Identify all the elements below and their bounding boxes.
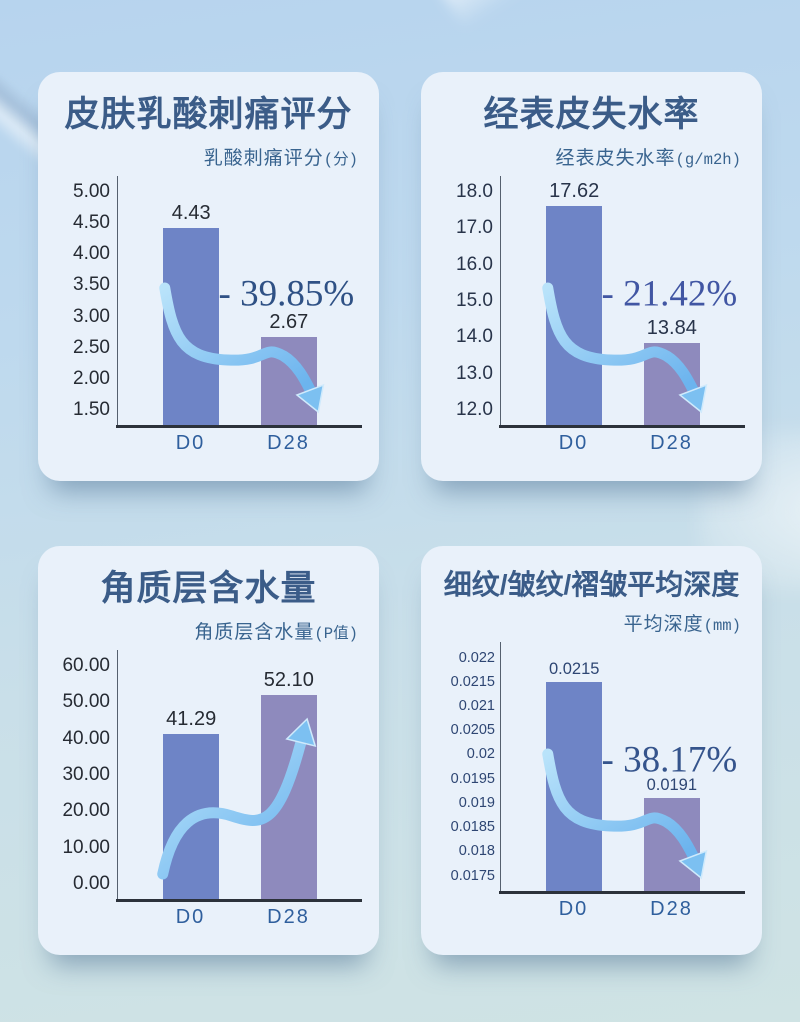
y-tick-label: 40.00 <box>62 727 110 749</box>
y-tick-label: 0.0185 <box>450 819 495 836</box>
x-axis-line <box>499 425 745 428</box>
y-tick-label: 12.0 <box>456 399 493 420</box>
trend-arrow-up-icon <box>118 717 317 902</box>
trend-arrow-down-icon <box>501 176 708 414</box>
x-tick-label: D28 <box>650 897 693 920</box>
y-tick-label: 0.022 <box>458 649 495 666</box>
y-tick-label: 0.0205 <box>450 722 495 739</box>
y-axis-label-text: 经表皮失水率 <box>555 148 676 169</box>
y-tick-label: 15.0 <box>456 290 493 311</box>
y-axis-ticks: 0.022 0.0215 0.021 0.0205 0.02 0.0195 0.019 0.0… <box>438 642 500 894</box>
x-tick-label: D28 <box>267 432 310 454</box>
bar-value-label: 13.84 <box>646 317 697 340</box>
bar-value-label: 52.10 <box>263 668 314 691</box>
y-axis-label-unit: (g/m2h) <box>675 151 741 169</box>
y-axis-label-unit: (分) <box>323 151 358 169</box>
y-tick-label: 4.50 <box>73 212 110 234</box>
y-tick-label: 16.0 <box>456 253 493 275</box>
bar-value-label: 4.43 <box>171 201 211 224</box>
y-tick-label: 3.50 <box>73 274 110 296</box>
y-tick-label: 0.018 <box>458 843 495 860</box>
x-axis-line <box>116 899 362 902</box>
y-axis-ticks: 60.00 50.00 40.00 30.00 20.00 10.00 0.00 <box>55 650 117 902</box>
y-axis-label-text: 角质层含水量 <box>194 622 315 643</box>
y-axis-label-unit: (mm) <box>703 616 741 635</box>
y-axis-ticks: 18.0 17.0 16.0 15.0 14.0 13.0 12.0 <box>438 176 500 428</box>
bar-value-label: 0.0191 <box>646 776 698 795</box>
y-tick-label: 10.00 <box>62 836 110 858</box>
plot-area: 17.62 13.84- 21.42% <box>499 176 745 428</box>
y-axis-label-text: 平均深度 <box>623 613 704 635</box>
panel-wrinkle-depth: 细纹/皱纹/褶皱平均深度 平均深度(mm) 0.022 0.0215 0.021 0.… <box>421 546 762 955</box>
background-light-streak <box>394 0 800 30</box>
y-tick-label: 0.0195 <box>450 770 495 787</box>
y-tick-label: 50.00 <box>62 691 110 713</box>
y-tick-label: 17.0 <box>456 217 493 239</box>
x-tick-label: D28 <box>650 432 693 454</box>
y-tick-label: 0.02 <box>466 746 495 763</box>
plot-area: 4.43 2.67- 39.85% <box>116 176 362 428</box>
y-tick-label: 3.00 <box>73 305 110 327</box>
trend-arrow-down-icon <box>501 642 708 879</box>
panel-stratum-corneum-hydration: 角质层含水量 角质层含水量(P值) 60.00 50.00 40.00 30.00 20… <box>38 546 379 955</box>
y-tick-label: 20.00 <box>62 800 110 822</box>
x-tick-label: D0 <box>558 432 589 454</box>
y-tick-label: 14.0 <box>456 326 493 348</box>
x-axis-line <box>499 891 745 894</box>
percent-change-label: - 38.17% <box>601 739 738 781</box>
bar-chart: 18.0 17.0 16.0 15.0 14.0 13.0 12.0 17.62 13.84-… <box>438 176 745 462</box>
plot-area: 0.0215 0.0191- 38.17% <box>499 641 745 894</box>
y-tick-label: 30.00 <box>62 764 110 785</box>
bar-chart: 0.022 0.0215 0.021 0.0205 0.02 0.0195 0.019 0.0… <box>438 641 745 928</box>
x-tick-label: D0 <box>175 432 206 454</box>
bar-value-label: 41.29 <box>166 707 217 730</box>
x-tick-label: D28 <box>267 906 310 928</box>
chart-y-axis-label: 平均深度(mm) <box>438 609 745 636</box>
y-tick-label: 1.50 <box>73 399 110 420</box>
y-axis-ticks: 5.00 4.50 4.00 3.50 3.00 2.50 2.00 1.50 <box>55 176 117 428</box>
y-tick-label: 18.0 <box>456 181 493 202</box>
percent-change-label: - 39.85% <box>218 273 355 315</box>
x-axis-labels: D0 D28 <box>117 906 362 934</box>
y-tick-label: 2.50 <box>73 336 110 358</box>
chart-y-axis-label: 乳酸刺痛评分(分) <box>55 143 362 170</box>
trend-arrow-down-icon <box>118 176 325 414</box>
y-axis-label-text: 乳酸刺痛评分 <box>203 148 324 169</box>
chart-y-axis-label: 角质层含水量(P值) <box>55 617 362 644</box>
plot-area: 41.29 52.10 <box>116 650 362 902</box>
bar-chart: 60.00 50.00 40.00 30.00 20.00 10.00 0.00 41.29… <box>55 650 362 936</box>
panel-lactic-sting-score: 皮肤乳酸刺痛评分 乳酸刺痛评分(分) 5.00 4.50 4.00 3.50 3.00 2… <box>38 72 379 481</box>
y-tick-label: 0.0175 <box>450 867 495 884</box>
x-tick-label: D0 <box>558 897 589 920</box>
y-tick-label: 0.0215 <box>450 673 495 690</box>
panel-title: 经表皮失水率 <box>483 95 700 134</box>
chart-y-axis-label: 经表皮失水率(g/m2h) <box>438 143 745 170</box>
y-tick-label: 0.019 <box>458 794 495 811</box>
percent-change-label: - 21.42% <box>601 273 738 315</box>
y-tick-label: 5.00 <box>73 181 110 202</box>
y-tick-label: 13.0 <box>456 362 493 384</box>
panel-title: 皮肤乳酸刺痛评分 <box>64 95 353 134</box>
y-tick-label: 2.00 <box>73 367 110 389</box>
y-tick-label: 4.00 <box>73 243 110 265</box>
panel-title: 细纹/皱纹/褶皱平均深度 <box>443 569 740 600</box>
x-axis-labels: D0 D28 <box>117 432 362 460</box>
x-axis-line <box>116 425 362 428</box>
bar-chart: 5.00 4.50 4.00 3.50 3.00 2.50 2.00 1.50 4.43 2.6… <box>55 176 362 462</box>
panel-title: 角质层含水量 <box>100 569 317 608</box>
panel-tewl: 经表皮失水率 经表皮失水率(g/m2h) 18.0 17.0 16.0 15.0 14.… <box>421 72 762 481</box>
bar-value-label: 17.62 <box>549 179 600 202</box>
y-axis-label-unit: (P值) <box>314 625 358 643</box>
y-tick-label: 0.00 <box>73 873 110 894</box>
x-tick-label: D0 <box>175 906 206 928</box>
y-tick-label: 60.00 <box>62 655 110 676</box>
x-axis-labels: D0 D28 <box>500 432 745 460</box>
y-tick-label: 0.021 <box>458 698 495 715</box>
bar-value-label: 2.67 <box>269 311 309 334</box>
bar-value-label: 0.0215 <box>548 659 600 678</box>
x-axis-labels: D0 D28 <box>500 898 745 926</box>
